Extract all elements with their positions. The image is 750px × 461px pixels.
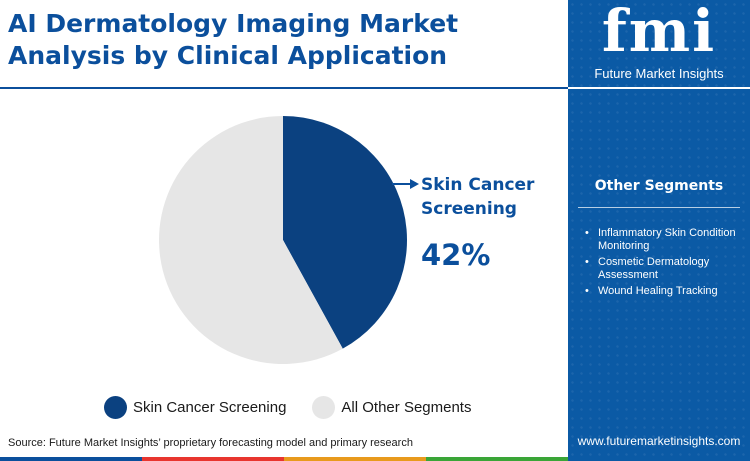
chart-title: AI Dermatology Imaging Market Analysis b… (8, 9, 459, 70)
sidebar-panel: fmi Future Market Insights Other Segment… (568, 0, 750, 461)
fmi-logo: fmi (601, 0, 717, 65)
callout-label: Skin Cancer Screening (421, 175, 535, 219)
segment-item: Cosmetic Dermatology Assessment (582, 256, 744, 282)
legend-label-others: All Other Segments (341, 398, 472, 416)
legend-item-others: All Other Segments (312, 395, 472, 419)
bottom-color-bar (0, 457, 568, 461)
legend-item-skin-cancer: Skin Cancer Screening (104, 395, 287, 419)
title-divider (0, 87, 568, 89)
logo-subtitle: Future Market Insights (594, 66, 724, 81)
legend-swatch-others (312, 395, 336, 419)
segment-item: Wound Healing Tracking (582, 285, 744, 298)
legend-swatch-skin-cancer (104, 395, 127, 419)
segments-title: Other Segments (594, 178, 724, 194)
website-link[interactable]: www.futuremarketinsights.com (577, 434, 741, 448)
segments-list: Inflammatory Skin Condition Monitoring C… (582, 227, 744, 301)
source-note: Source: Future Market Insights’ propriet… (8, 437, 413, 449)
callout-value: 42% (421, 238, 491, 272)
callout-arrow-icon (392, 179, 419, 189)
pie-slice-all-other-segments (159, 116, 343, 364)
pie-chart (159, 116, 407, 364)
segment-item: Inflammatory Skin Condition Monitoring (582, 227, 744, 253)
segments-divider (578, 207, 740, 208)
chart-legend: Skin Cancer Screening All Other Segments (104, 395, 497, 419)
sidebar-divider (568, 87, 750, 89)
legend-label-skin-cancer: Skin Cancer Screening (133, 398, 287, 416)
pie-slice-skin-cancer-screening (283, 116, 407, 349)
